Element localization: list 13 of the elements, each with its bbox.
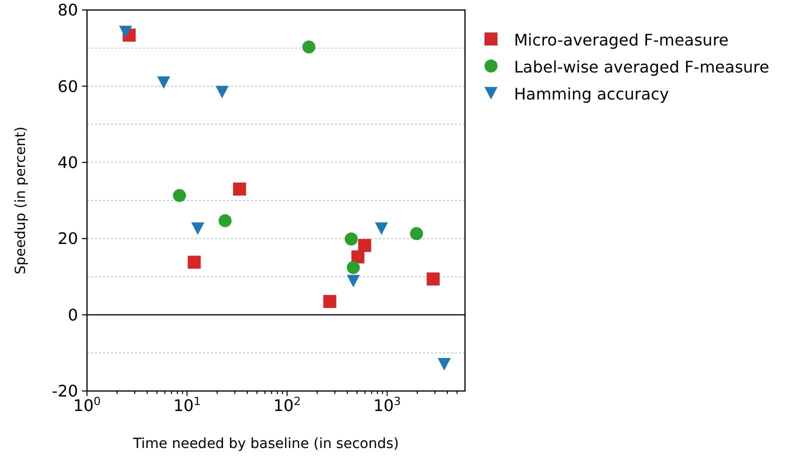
- legend-label: Micro-averaged F-measure: [514, 30, 729, 50]
- legend-label: Hamming accuracy: [514, 84, 670, 104]
- x-axis-title: Time needed by baseline (in seconds): [132, 436, 399, 452]
- y-tick-label: 80: [58, 0, 78, 20]
- legend-label: Label-wise averaged F-measure: [514, 58, 770, 77]
- y-axis-title: Speedup (in percent): [13, 126, 29, 274]
- y-tick-label: 0: [68, 305, 78, 324]
- x-tick-label: 10$^{1}$: [173, 394, 201, 415]
- y-tick-label: 20: [58, 229, 78, 248]
- x-tick-label: 10$^{2}$: [273, 394, 301, 415]
- y-tick-label: 60: [58, 76, 78, 96]
- y-tick-label: 40: [58, 153, 78, 172]
- x-tick-label: 10$^{3}$: [373, 394, 401, 415]
